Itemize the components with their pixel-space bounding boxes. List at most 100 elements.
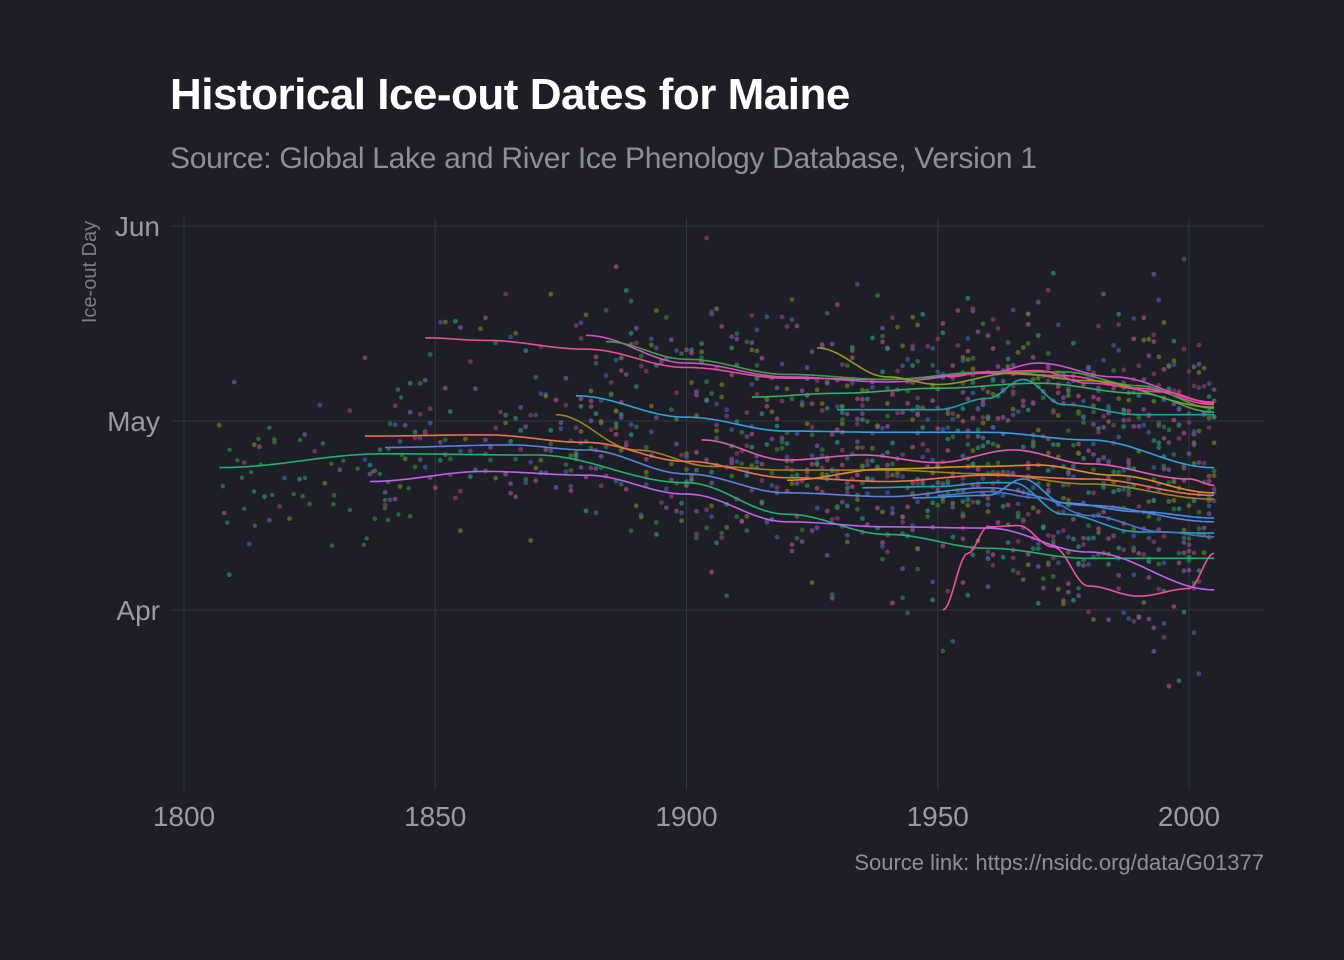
observation-point: [1045, 378, 1051, 384]
observation-point: [397, 438, 403, 444]
observation-point: [900, 452, 905, 457]
observation-point: [387, 421, 393, 427]
observation-point: [654, 308, 659, 313]
observation-point: [829, 595, 835, 601]
observation-point: [1126, 476, 1132, 482]
observation-point: [613, 432, 619, 437]
observation-point: [588, 404, 594, 409]
observation-point: [995, 364, 1001, 369]
observation-point: [272, 437, 277, 442]
observation-point: [669, 407, 674, 413]
observation-point: [282, 475, 287, 481]
observation-point: [1151, 271, 1157, 277]
observation-point: [1161, 560, 1167, 566]
observation-point: [684, 467, 689, 472]
observation-point: [508, 439, 513, 444]
observation-point: [1010, 412, 1016, 418]
observation-point: [849, 381, 855, 386]
observation-point: [689, 477, 694, 482]
observation-point: [1020, 345, 1026, 350]
observation-point: [1005, 356, 1011, 362]
observation-point: [1136, 424, 1142, 429]
observation-point: [814, 505, 820, 511]
series-line: [555, 413, 1215, 500]
observation-point: [799, 539, 805, 544]
observation-point: [1066, 428, 1071, 433]
observation-point: [799, 527, 805, 533]
observation-point: [287, 516, 292, 521]
observation-point: [910, 363, 915, 368]
observation-point: [398, 395, 404, 400]
observation-point: [794, 481, 800, 486]
observation-point: [473, 386, 478, 392]
x-tick-label: 1900: [655, 801, 717, 832]
observation-point: [844, 485, 850, 491]
observation-point: [618, 481, 624, 487]
observation-point: [754, 348, 760, 354]
observation-point: [1181, 568, 1187, 574]
observation-point: [834, 504, 840, 509]
observation-point: [1171, 604, 1177, 609]
observation-point: [392, 403, 398, 409]
observation-point: [809, 580, 815, 585]
observation-point: [1136, 393, 1142, 398]
observation-point: [945, 425, 951, 431]
observation-point: [1131, 572, 1137, 578]
observation-point: [1091, 421, 1096, 427]
observation-point: [1191, 383, 1197, 389]
observation-point: [593, 354, 599, 360]
observation-point: [458, 528, 463, 534]
observation-point: [242, 506, 247, 511]
observation-point: [1131, 526, 1137, 532]
series-line: [701, 439, 1215, 487]
observation-point: [1196, 428, 1202, 434]
observation-point: [1030, 505, 1036, 511]
observation-point: [248, 469, 254, 475]
observation-point: [568, 483, 574, 489]
observation-point: [930, 457, 936, 463]
observation-point: [1035, 600, 1041, 606]
observation-point: [1156, 561, 1162, 567]
observation-point: [789, 481, 795, 486]
observation-point: [1101, 357, 1106, 363]
observation-point: [382, 506, 388, 511]
observation-point: [1176, 506, 1182, 512]
observation-point: [950, 434, 956, 440]
observation-point: [930, 363, 936, 368]
observation-point: [679, 518, 684, 523]
observation-point: [1040, 585, 1046, 591]
observation-point: [1091, 409, 1096, 415]
observation-point: [689, 347, 694, 353]
observation-point: [1161, 533, 1167, 539]
observation-point: [498, 409, 503, 415]
observation-point: [329, 543, 335, 548]
observation-point: [277, 504, 282, 509]
observation-point: [1000, 504, 1006, 509]
observation-point: [1131, 545, 1137, 551]
observation-point: [729, 372, 735, 378]
observation-point: [754, 363, 760, 368]
observation-point: [1151, 339, 1157, 344]
observation-point: [970, 306, 976, 311]
observation-point: [880, 325, 885, 331]
observation-point: [513, 330, 518, 336]
observation-point: [699, 349, 704, 355]
observation-point: [724, 593, 730, 598]
observation-point: [769, 470, 775, 476]
observation-point: [533, 465, 539, 471]
observation-point: [950, 638, 956, 644]
observation-point: [1111, 533, 1116, 539]
observation-point: [1101, 414, 1106, 419]
observation-point: [1101, 291, 1106, 297]
observation-point: [694, 392, 699, 398]
observation-point: [880, 369, 885, 375]
observation-point: [714, 422, 719, 428]
observation-point: [1206, 503, 1212, 509]
observation-point: [839, 462, 845, 468]
observation-point: [447, 456, 453, 462]
observation-point: [849, 484, 855, 489]
observation-point: [453, 495, 458, 501]
observation-point: [1030, 401, 1036, 407]
observation-point: [694, 467, 699, 473]
observation-point: [1116, 573, 1122, 578]
